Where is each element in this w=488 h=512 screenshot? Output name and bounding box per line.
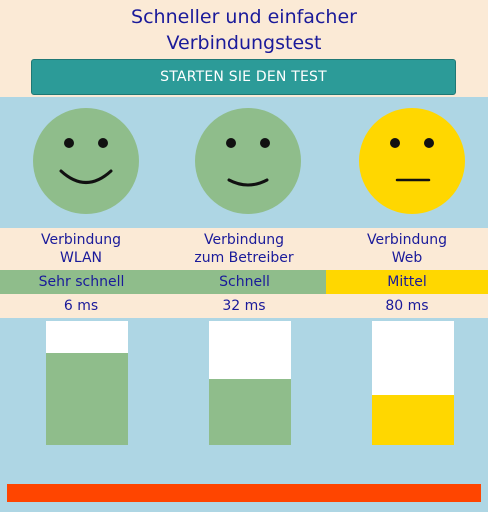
connection-label-operator: Verbindung zum Betreiber [194,232,294,266]
smiley-neutral-icon [359,108,465,214]
speed-bar-fill [372,395,454,445]
connection-label-web: Verbindung Web [366,232,448,266]
status-badge-operator: Schnell [163,270,326,294]
status-badge-wlan: Sehr schnell [0,270,163,294]
smiley-happy-icon [33,108,139,214]
status-text: Sehr schnell [38,274,125,290]
speed-bar-operator [209,321,291,445]
latency-wlan: 6 ms [63,298,99,314]
labels-band [0,228,488,270]
page-title: Schneller und einfacher Verbindungstest [131,6,357,54]
start-test-button[interactable]: STARTEN SIE DEN TEST [31,59,456,95]
speed-bar-fill [46,353,128,445]
status-text: Schnell [219,274,270,290]
status-footer-bar [7,484,481,502]
header: Schneller und einfacher Verbindungstest … [0,0,488,97]
status-badge-web: Mittel [326,270,488,294]
latency-band: 6 ms 32 ms 80 ms [0,294,488,318]
latency-web: 80 ms [385,298,429,314]
smiley-happy-icon [195,108,301,214]
speed-bar-fill [209,379,291,445]
connection-label-wlan: Verbindung WLAN [40,232,122,266]
speed-bar-wlan [46,321,128,445]
status-band: Sehr schnell Schnell Mittel [0,270,488,294]
status-text: Mittel [387,274,427,290]
speed-bar-web [372,321,454,445]
latency-operator: 32 ms [222,298,266,314]
